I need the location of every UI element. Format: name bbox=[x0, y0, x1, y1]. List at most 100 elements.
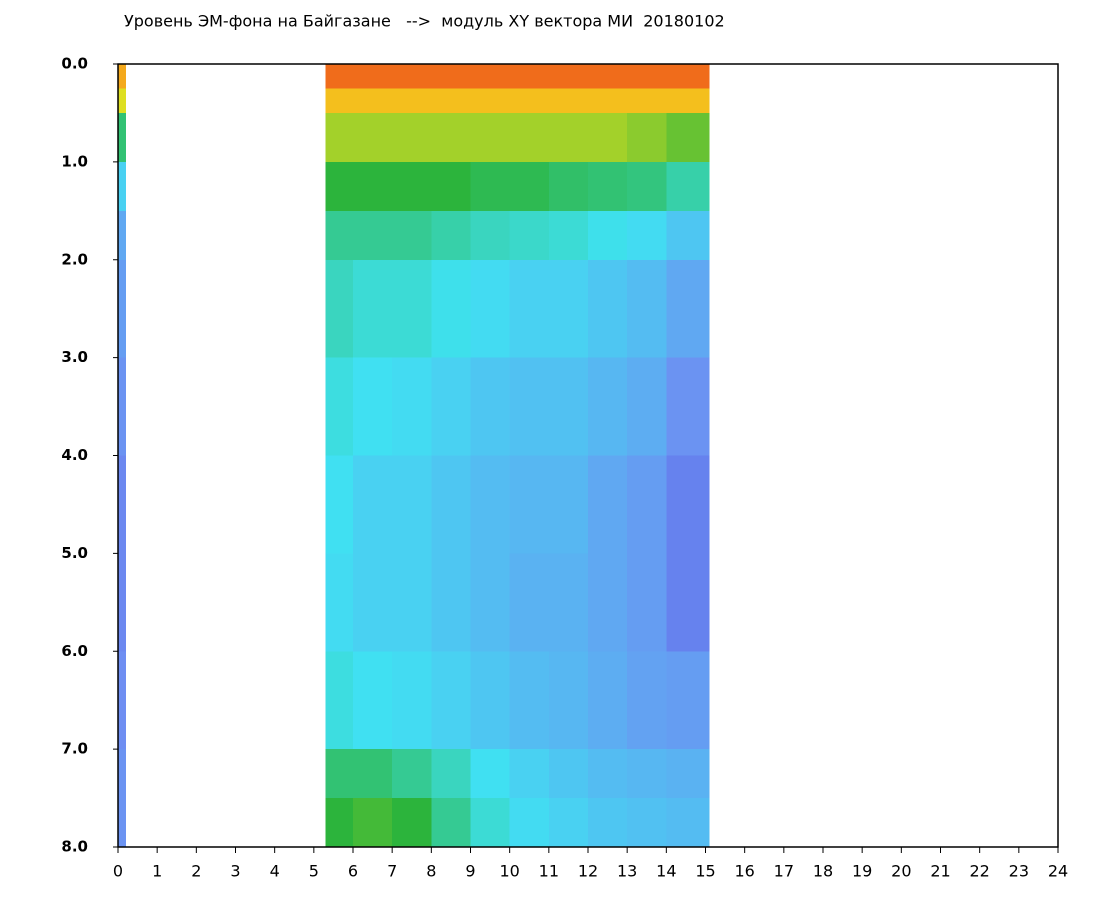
heat-cell bbox=[118, 798, 126, 847]
y-tick-label: 0.0 bbox=[61, 55, 88, 73]
heat-cell bbox=[588, 64, 628, 89]
heat-cell bbox=[666, 64, 710, 89]
heat-cell bbox=[470, 357, 510, 456]
x-tick-label: 8 bbox=[426, 862, 436, 881]
heat-cell bbox=[470, 64, 510, 89]
heat-cell bbox=[470, 161, 510, 211]
x-tick-label: 24 bbox=[1048, 862, 1068, 881]
heat-cell bbox=[118, 553, 126, 652]
heat-cell bbox=[627, 651, 667, 750]
x-tick-label: 17 bbox=[774, 862, 794, 881]
heat-cell bbox=[666, 259, 710, 358]
x-tick-label: 22 bbox=[969, 862, 989, 881]
heat-cell bbox=[548, 357, 588, 456]
heat-cell bbox=[325, 798, 353, 847]
heat-cell bbox=[392, 798, 432, 847]
heat-cell bbox=[509, 259, 549, 358]
heat-cell bbox=[588, 798, 628, 847]
y-tick-label: 4.0 bbox=[61, 446, 88, 464]
heat-cell bbox=[470, 259, 510, 358]
heat-cell bbox=[392, 64, 432, 89]
heat-cell bbox=[509, 161, 549, 211]
heat-cell bbox=[588, 749, 628, 799]
heat-cell bbox=[509, 798, 549, 847]
x-tick-label: 20 bbox=[891, 862, 911, 881]
heat-cell bbox=[666, 210, 710, 260]
heat-cell bbox=[666, 749, 710, 799]
heat-cell bbox=[431, 651, 471, 750]
heat-cell bbox=[325, 210, 353, 260]
heat-cell bbox=[118, 259, 126, 358]
heat-cell bbox=[548, 798, 588, 847]
x-tick-label: 0 bbox=[113, 862, 123, 881]
x-tick-label: 15 bbox=[695, 862, 715, 881]
heat-cell bbox=[470, 210, 510, 260]
heat-cell bbox=[548, 161, 588, 211]
heat-cell bbox=[588, 161, 628, 211]
heat-cell bbox=[627, 357, 667, 456]
heat-cell bbox=[392, 651, 432, 750]
heat-cell bbox=[509, 64, 549, 89]
heat-cell bbox=[548, 749, 588, 799]
y-tick-label: 3.0 bbox=[61, 348, 88, 366]
heat-cell bbox=[548, 553, 588, 652]
x-tick-label: 16 bbox=[734, 862, 754, 881]
heat-cell bbox=[431, 88, 471, 113]
x-tick-label: 3 bbox=[230, 862, 240, 881]
heat-cell bbox=[470, 112, 510, 162]
heat-cell bbox=[353, 749, 393, 799]
x-tick-label: 2 bbox=[191, 862, 201, 881]
heat-cell bbox=[666, 553, 710, 652]
heat-cell bbox=[627, 161, 667, 211]
heat-cell bbox=[627, 553, 667, 652]
heat-cell bbox=[588, 553, 628, 652]
heat-cell bbox=[470, 553, 510, 652]
heat-cell bbox=[509, 553, 549, 652]
heat-cell bbox=[392, 88, 432, 113]
x-tick-label: 21 bbox=[930, 862, 950, 881]
heat-cell bbox=[392, 112, 432, 162]
heat-cell bbox=[548, 88, 588, 113]
y-tick-label: 5.0 bbox=[61, 544, 88, 562]
x-tick-label: 14 bbox=[656, 862, 676, 881]
y-tick-label: 1.0 bbox=[61, 152, 88, 170]
heat-cell bbox=[588, 88, 628, 113]
heat-cell bbox=[118, 64, 126, 89]
heat-cell bbox=[118, 749, 126, 799]
heat-cell bbox=[548, 112, 588, 162]
heat-cell bbox=[325, 455, 353, 554]
heat-cell bbox=[470, 88, 510, 113]
heat-cell bbox=[548, 651, 588, 750]
heat-cell bbox=[470, 455, 510, 554]
heat-cell bbox=[588, 455, 628, 554]
heat-cell bbox=[627, 798, 667, 847]
heat-cell bbox=[666, 112, 710, 162]
heat-cell bbox=[666, 455, 710, 554]
x-tick-label: 10 bbox=[499, 862, 519, 881]
heat-cell bbox=[666, 357, 710, 456]
x-tick-label: 23 bbox=[1009, 862, 1029, 881]
x-tick-label: 1 bbox=[152, 862, 162, 881]
heat-cell bbox=[392, 455, 432, 554]
heat-cell bbox=[353, 64, 393, 89]
heat-cell bbox=[353, 357, 393, 456]
heat-cell bbox=[431, 161, 471, 211]
heat-cell bbox=[431, 798, 471, 847]
heat-cell bbox=[431, 64, 471, 89]
heat-cell bbox=[666, 651, 710, 750]
heat-cell bbox=[666, 798, 710, 847]
heat-cell bbox=[392, 259, 432, 358]
heat-cell bbox=[588, 112, 628, 162]
x-tick-label: 5 bbox=[309, 862, 319, 881]
heat-cell bbox=[509, 112, 549, 162]
heat-cell bbox=[118, 88, 126, 113]
heat-cell bbox=[325, 357, 353, 456]
heat-cell bbox=[392, 749, 432, 799]
heat-cell bbox=[118, 357, 126, 456]
heat-cell bbox=[588, 259, 628, 358]
x-tick-label: 9 bbox=[465, 862, 475, 881]
chart-title: Уровень ЭМ-фона на Байгазане --> модуль … bbox=[124, 12, 725, 31]
heat-cell bbox=[431, 357, 471, 456]
heat-cell bbox=[509, 749, 549, 799]
heat-cell bbox=[666, 88, 710, 113]
